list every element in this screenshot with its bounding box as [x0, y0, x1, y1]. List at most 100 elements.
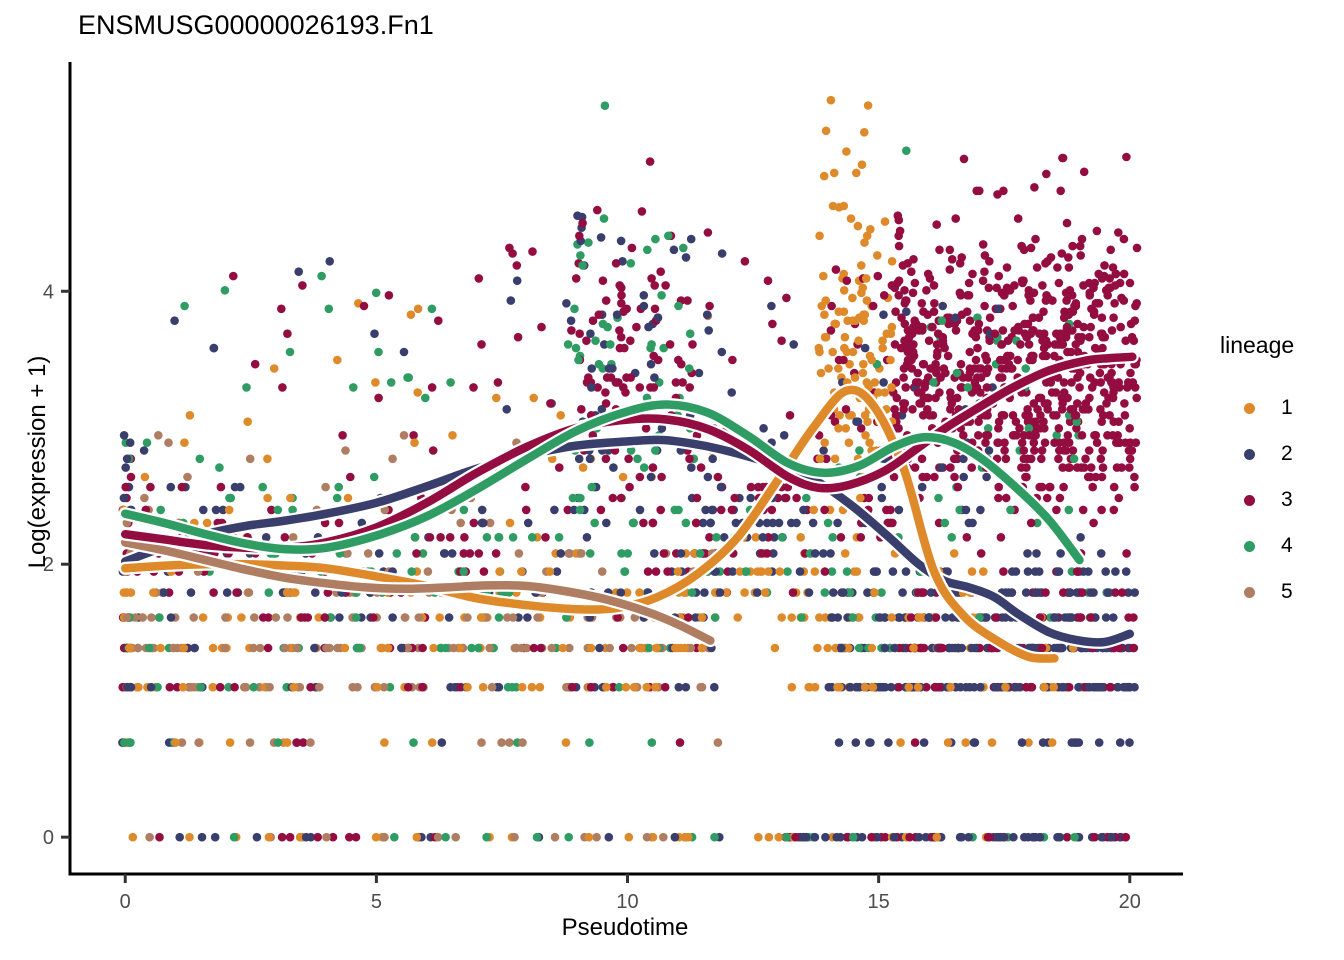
data-point [945, 265, 955, 274]
x-tick-label: 20 [1119, 891, 1141, 913]
data-point [687, 588, 697, 597]
data-point [198, 613, 208, 622]
data-point [527, 682, 537, 692]
data-point [921, 832, 931, 842]
data-point [890, 643, 899, 653]
data-point [967, 643, 976, 653]
data-point [788, 588, 798, 597]
data-point [588, 316, 598, 326]
data-point [828, 347, 837, 357]
data-point [121, 482, 130, 492]
data-point [225, 738, 235, 747]
data-point [740, 588, 749, 597]
data-point [1068, 446, 1078, 455]
data-point [857, 832, 867, 842]
data-point [379, 682, 389, 692]
data-point [961, 738, 970, 747]
data-point [880, 388, 890, 397]
data-point [1047, 738, 1057, 747]
data-point [639, 518, 648, 528]
data-point [1064, 682, 1074, 692]
data-point [1008, 431, 1018, 440]
data-point [567, 682, 577, 692]
data-point [144, 643, 154, 653]
data-point [311, 588, 320, 597]
data-point [700, 588, 709, 597]
data-point [285, 832, 295, 842]
data-point [854, 336, 863, 346]
data-point [594, 359, 604, 369]
data-point [826, 326, 836, 335]
data-point [692, 518, 701, 528]
data-point [1098, 463, 1108, 472]
data-point [599, 214, 609, 223]
data-point [1115, 383, 1124, 392]
data-point [943, 351, 953, 361]
data-point [574, 355, 583, 365]
data-point [617, 291, 626, 300]
data-point [929, 281, 939, 290]
data-point [913, 388, 923, 397]
data-point [848, 832, 858, 842]
data-point [529, 643, 539, 653]
data-point [210, 832, 220, 842]
data-point [792, 493, 801, 503]
data-point [1024, 738, 1033, 747]
data-point [215, 682, 225, 692]
data-point [651, 643, 661, 653]
data-point [1029, 438, 1039, 448]
data-point [269, 364, 279, 373]
data-point [306, 682, 315, 692]
data-point [846, 214, 856, 223]
data-point [923, 269, 933, 279]
data-point [1085, 393, 1094, 403]
data-point [333, 355, 342, 365]
data-point [839, 286, 849, 295]
data-point [840, 549, 850, 558]
data-point [731, 518, 741, 528]
data-point [477, 518, 487, 528]
data-point [208, 643, 218, 653]
data-point [482, 832, 491, 842]
data-point [785, 411, 795, 420]
data-point [676, 549, 686, 558]
data-point [1032, 549, 1041, 558]
data-point [451, 832, 461, 842]
data-point [957, 832, 966, 842]
data-point [371, 288, 381, 298]
data-point [696, 463, 706, 472]
data-point [244, 588, 254, 597]
data-point [728, 355, 737, 365]
data-point [903, 355, 913, 365]
data-point [263, 643, 273, 653]
data-point [862, 231, 872, 241]
data-point [423, 567, 433, 576]
data-point [1126, 319, 1136, 329]
data-point [1075, 613, 1085, 622]
data-point [587, 482, 597, 492]
data-point [657, 424, 667, 433]
data-point [410, 533, 420, 542]
data-point [388, 613, 397, 622]
data-point [735, 567, 745, 576]
data-point [1132, 243, 1142, 253]
data-point [757, 549, 767, 558]
data-point [1055, 493, 1065, 503]
data-point [914, 832, 924, 842]
data-point [195, 454, 205, 464]
data-point [1125, 463, 1134, 472]
data-point [1084, 446, 1094, 455]
y-tick-label: 2 [43, 554, 54, 576]
data-point [397, 643, 406, 653]
data-point [283, 613, 292, 622]
smoother-line [120, 385, 1059, 663]
data-point [570, 304, 579, 314]
data-point [547, 643, 556, 653]
data-point [719, 533, 729, 542]
data-point [600, 101, 610, 110]
data-point [679, 243, 688, 253]
data-point [139, 446, 149, 455]
data-point [1032, 518, 1042, 528]
data-point [250, 613, 259, 622]
data-point [1096, 682, 1105, 692]
